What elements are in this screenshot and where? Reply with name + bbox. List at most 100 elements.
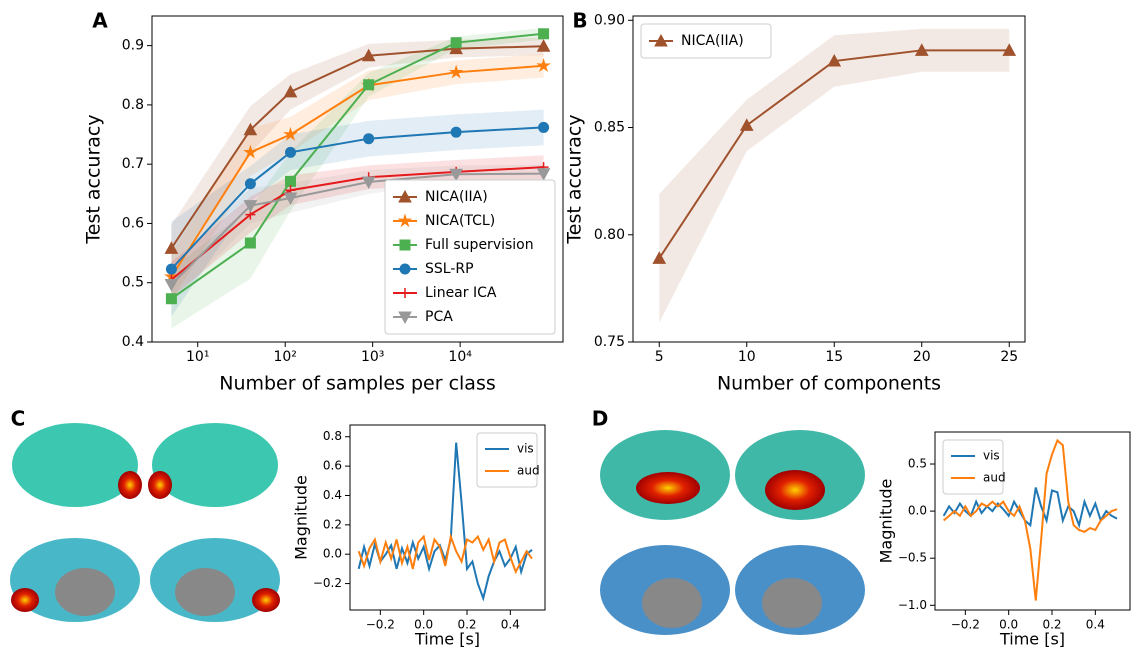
marker bbox=[164, 279, 179, 292]
marker bbox=[363, 79, 375, 91]
marker bbox=[243, 144, 258, 159]
brain-medial-wall bbox=[55, 568, 115, 616]
panel-label: C bbox=[11, 407, 26, 431]
marker bbox=[164, 241, 179, 254]
marker bbox=[244, 237, 256, 249]
brain-activation bbox=[636, 472, 700, 504]
marker bbox=[285, 146, 297, 158]
y-tick-label: 0.2 bbox=[323, 517, 342, 531]
y-tick-label: 0.9 bbox=[122, 38, 144, 54]
series-line bbox=[357, 532, 533, 575]
error-band bbox=[171, 109, 544, 317]
x-axis-label: Time [s] bbox=[999, 630, 1065, 649]
y-tick-label: −1.0 bbox=[898, 598, 927, 612]
marker bbox=[652, 251, 667, 264]
x-tick-label: 0.0 bbox=[999, 618, 1018, 632]
y-tick-label: −0.5 bbox=[898, 551, 927, 565]
legend-box bbox=[640, 23, 772, 59]
marker bbox=[538, 121, 550, 133]
y-tick-label: 0.8 bbox=[122, 97, 144, 113]
y-tick-label: 0.6 bbox=[122, 215, 144, 231]
x-axis-label: Number of samples per class bbox=[219, 373, 496, 395]
panel: D Time [s] Magnitude −0.2 0.0 0.2 0.4 −1.0 −0.5 0… bbox=[592, 407, 1131, 649]
y-tick-label: 0.7 bbox=[122, 156, 144, 172]
y-tick-label: 0.90 bbox=[594, 12, 625, 28]
y-axis-label: Magnitude bbox=[292, 475, 311, 560]
y-tick-label: 0.5 bbox=[908, 457, 927, 471]
y-tick-label: 0.5 bbox=[122, 275, 144, 291]
plot-frame bbox=[632, 15, 1026, 343]
brain-medial-wall bbox=[762, 578, 822, 628]
y-tick-label: 0.6 bbox=[323, 459, 342, 473]
marker bbox=[285, 175, 297, 187]
legend-marker bbox=[399, 263, 411, 275]
plot-frame bbox=[934, 431, 1131, 611]
x-tick-label: −0.2 bbox=[951, 618, 980, 632]
legend-label: NICA(IIA) bbox=[681, 33, 744, 49]
legend-marker bbox=[398, 311, 412, 325]
legend-label: NICA(IIA) bbox=[425, 189, 488, 205]
x-tick-label: 10⁴ bbox=[448, 349, 472, 365]
y-tick-label: 0.0 bbox=[323, 547, 342, 561]
x-tick-label: 10³ bbox=[361, 349, 384, 365]
brain-medial-wall bbox=[175, 568, 235, 616]
legend-marker bbox=[397, 213, 413, 228]
x-axis-label: Number of components bbox=[717, 373, 941, 395]
panel-label: D bbox=[592, 407, 609, 431]
brain-activation bbox=[118, 471, 142, 499]
y-axis-label: Magnitude bbox=[877, 479, 896, 564]
x-tick-label: 10 bbox=[738, 349, 756, 365]
x-tick-label: 0.4 bbox=[1086, 618, 1105, 632]
x-tick-label: 0.2 bbox=[457, 618, 476, 632]
series-line bbox=[943, 438, 1118, 601]
series-line bbox=[170, 32, 544, 300]
x-tick-label: 0.0 bbox=[414, 618, 433, 632]
marker bbox=[914, 43, 929, 56]
panel: B Number of components Test accuracy 5 10 15 2… bbox=[564, 9, 1026, 395]
error-band bbox=[171, 37, 544, 273]
brain-medial-wall bbox=[642, 578, 702, 628]
marker bbox=[827, 53, 842, 67]
marker bbox=[165, 263, 177, 275]
x-tick-label: 0.4 bbox=[501, 618, 520, 632]
marker bbox=[1002, 43, 1017, 56]
marker bbox=[536, 39, 551, 52]
brain-lateral bbox=[152, 423, 278, 507]
brain-activation bbox=[11, 588, 39, 612]
x-tick-label: 15 bbox=[825, 349, 843, 365]
y-tick-label: −0.2 bbox=[313, 576, 342, 590]
brain-images-c bbox=[10, 423, 280, 622]
plot-frame bbox=[349, 424, 546, 611]
x-tick-label: 10¹ bbox=[186, 349, 209, 365]
x-tick-label: 10² bbox=[273, 349, 296, 365]
legend-label: SSL-RP bbox=[425, 261, 474, 277]
y-axis-label: Test accuracy bbox=[564, 114, 586, 244]
panel-label: B bbox=[572, 9, 587, 33]
legend-box bbox=[476, 432, 538, 488]
error-band bbox=[171, 164, 544, 303]
series-line bbox=[170, 172, 544, 286]
marker bbox=[538, 28, 550, 40]
x-tick-label: −0.2 bbox=[366, 618, 395, 632]
legend-label: Full supervision bbox=[425, 237, 534, 253]
legend-marker bbox=[398, 189, 412, 203]
marker bbox=[283, 84, 298, 98]
marker bbox=[283, 192, 298, 206]
legend-label: aud bbox=[517, 464, 540, 478]
marker bbox=[243, 122, 258, 136]
series-line bbox=[357, 442, 533, 602]
x-tick-label: 0.2 bbox=[1042, 618, 1061, 632]
panel: C Time [s] Magnitude −0.2 0.0 0.2 0.4 −0.2 0.0 0.… bbox=[11, 407, 546, 649]
y-tick-label: 0.75 bbox=[594, 334, 625, 350]
marker bbox=[449, 168, 463, 182]
marker bbox=[283, 126, 298, 141]
legend-label: vis bbox=[517, 442, 534, 456]
legend-marker bbox=[654, 33, 668, 47]
error-band bbox=[659, 28, 1010, 323]
series-line bbox=[170, 45, 544, 249]
marker bbox=[361, 176, 376, 190]
legend-box bbox=[942, 439, 1004, 495]
marker bbox=[450, 126, 462, 138]
marker bbox=[243, 200, 258, 213]
